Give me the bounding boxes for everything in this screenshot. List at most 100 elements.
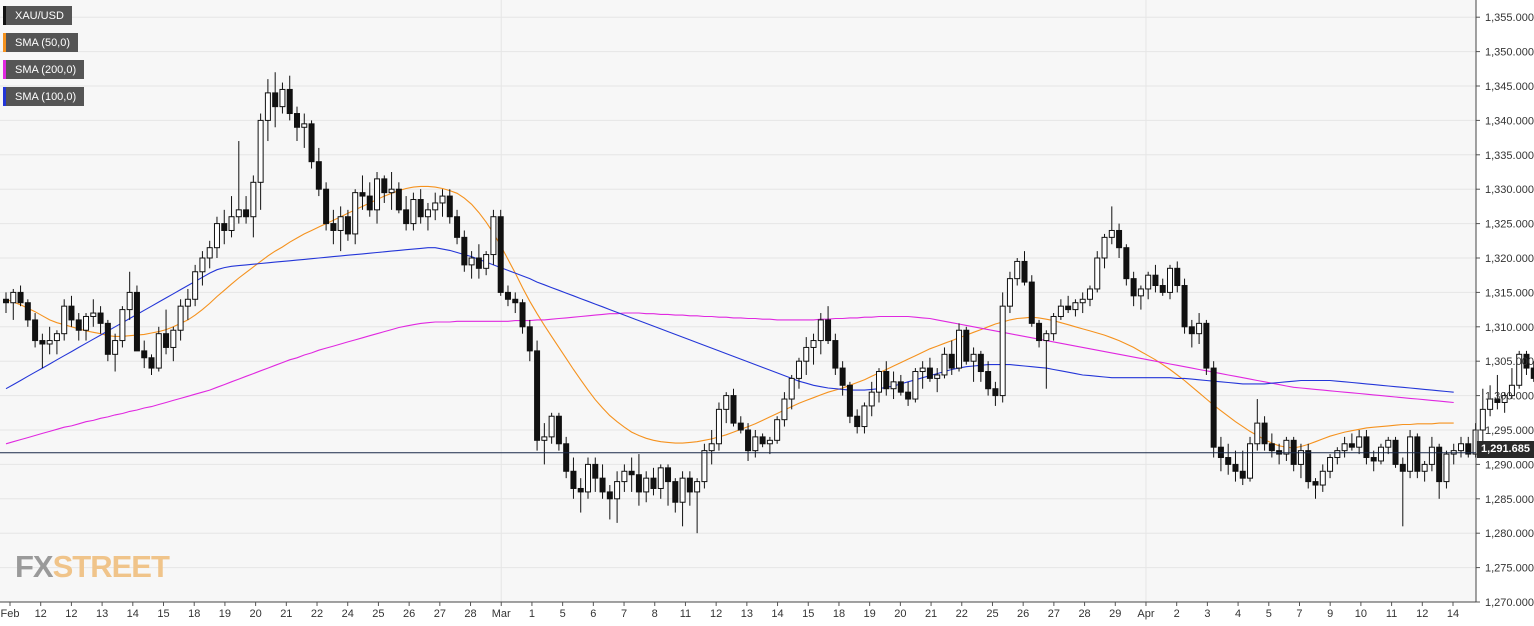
candle-body bbox=[803, 346, 810, 362]
x-tick-label: 12 bbox=[35, 608, 47, 620]
candle bbox=[1312, 478, 1319, 499]
candle-body bbox=[1465, 443, 1472, 455]
candle bbox=[1094, 251, 1101, 293]
candle-body bbox=[1516, 353, 1523, 386]
candle-body bbox=[1159, 285, 1166, 293]
candle bbox=[75, 313, 82, 341]
candle-body bbox=[825, 319, 832, 342]
candle-body bbox=[199, 257, 206, 273]
y-axis: 1,270.000 1,275.000 1,280.000 1,285.000 1,29… bbox=[1475, 0, 1534, 609]
candle bbox=[839, 361, 846, 396]
candle-body bbox=[10, 291, 17, 304]
candle bbox=[1385, 436, 1392, 455]
candle bbox=[141, 340, 148, 369]
candle-body bbox=[126, 291, 133, 311]
x-tick-label: 15 bbox=[802, 608, 814, 620]
candle-body bbox=[1021, 260, 1028, 283]
candle bbox=[1458, 436, 1464, 458]
candle-body bbox=[963, 329, 970, 362]
last-price-tag: 1,291.685 bbox=[1477, 441, 1534, 458]
candle-body bbox=[606, 491, 613, 500]
candle bbox=[1327, 454, 1334, 479]
candle-body bbox=[650, 477, 657, 489]
candle bbox=[1501, 392, 1508, 413]
candle-body bbox=[1247, 443, 1254, 479]
candle bbox=[1152, 264, 1159, 293]
candle-body bbox=[1487, 398, 1494, 410]
candle-body bbox=[213, 223, 220, 249]
x-tick-label: 7 bbox=[1296, 608, 1302, 620]
candle-body bbox=[854, 415, 861, 428]
candle-body bbox=[446, 195, 453, 218]
candle-body bbox=[1283, 439, 1290, 455]
candle bbox=[1407, 430, 1414, 479]
candle bbox=[861, 402, 868, 434]
candle bbox=[155, 326, 162, 372]
candle-body bbox=[1006, 278, 1013, 307]
y-tick-label: 1,315.000 bbox=[1485, 287, 1534, 299]
candle-body bbox=[403, 209, 410, 225]
y-tick-label: 1,335.000 bbox=[1485, 150, 1534, 162]
candle-body bbox=[61, 305, 68, 335]
candle bbox=[1297, 443, 1304, 479]
candle bbox=[555, 412, 562, 451]
candle bbox=[788, 374, 795, 410]
candle-body bbox=[279, 88, 286, 108]
candle bbox=[1239, 450, 1246, 486]
x-tick-label: 14 bbox=[127, 608, 139, 620]
candle-body bbox=[1377, 446, 1384, 462]
x-tick-label: 12 bbox=[1416, 608, 1428, 620]
candle-body bbox=[272, 92, 279, 108]
legend-item-xauusd[interactable]: XAU/USD bbox=[3, 6, 72, 25]
candle bbox=[272, 72, 279, 128]
fxstreet-logo: FXSTREET bbox=[15, 549, 170, 585]
candle bbox=[781, 392, 788, 427]
legend-item-sma50[interactable]: SMA (50,0) bbox=[3, 33, 79, 52]
candle bbox=[730, 388, 737, 427]
candle-body bbox=[555, 415, 562, 445]
candle bbox=[1203, 319, 1210, 375]
candle bbox=[585, 457, 591, 499]
candle-body bbox=[941, 353, 948, 376]
candle-body bbox=[577, 487, 584, 493]
candle-body bbox=[701, 450, 708, 483]
candle bbox=[956, 323, 963, 372]
candle bbox=[992, 381, 999, 406]
candle-body bbox=[563, 443, 570, 472]
candle bbox=[1443, 450, 1450, 489]
candle-body bbox=[119, 309, 126, 342]
candle bbox=[1174, 261, 1181, 293]
candle bbox=[999, 292, 1006, 403]
x-tick-label: 10 bbox=[1355, 608, 1367, 620]
candle bbox=[439, 189, 446, 217]
x-tick-label: 15 bbox=[157, 608, 169, 620]
candle bbox=[170, 326, 177, 362]
candle bbox=[1225, 443, 1232, 475]
candle bbox=[206, 240, 213, 269]
candle bbox=[934, 368, 941, 393]
legend-item-sma200[interactable]: SMA (200,0) bbox=[3, 60, 85, 79]
candle bbox=[643, 471, 650, 503]
x-tick-label: 22 bbox=[311, 608, 323, 620]
candle-body bbox=[395, 188, 402, 211]
candle bbox=[694, 478, 701, 534]
candle bbox=[294, 106, 300, 142]
candle bbox=[1494, 374, 1501, 410]
candle-body bbox=[970, 353, 977, 362]
candle-body bbox=[897, 381, 904, 393]
x-tick-label: 13 bbox=[741, 608, 753, 620]
candle bbox=[119, 306, 126, 348]
candle-body bbox=[628, 470, 635, 476]
candle bbox=[1254, 399, 1261, 451]
candle-body bbox=[839, 367, 846, 386]
candle bbox=[3, 292, 9, 314]
candle bbox=[1523, 350, 1530, 375]
candle-body bbox=[1232, 463, 1239, 472]
candle-body bbox=[795, 360, 802, 379]
candle-body bbox=[475, 257, 482, 269]
candle-body bbox=[1239, 470, 1246, 479]
candle-body bbox=[679, 477, 686, 503]
legend-item-sma100[interactable]: SMA (100,0) bbox=[3, 87, 85, 106]
candle bbox=[526, 319, 533, 362]
